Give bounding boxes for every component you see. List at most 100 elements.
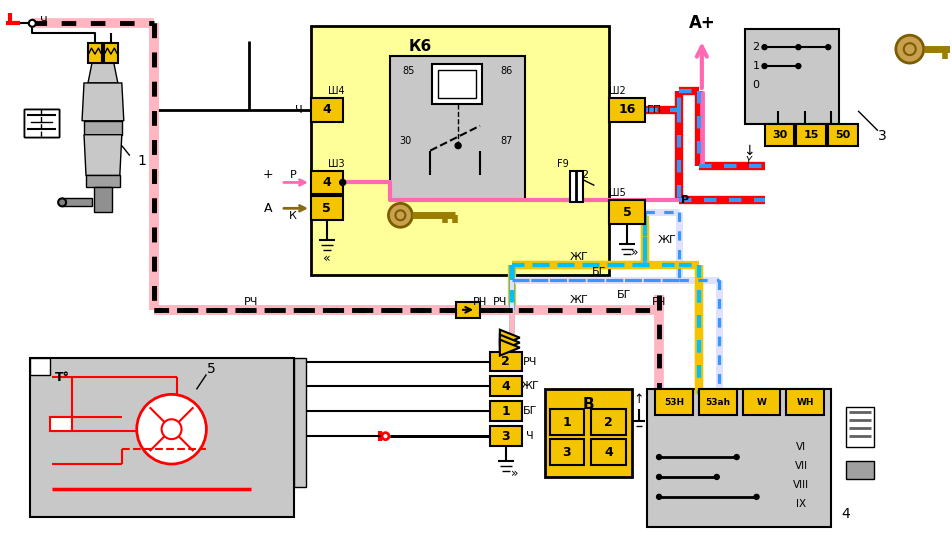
Text: К6: К6 — [408, 39, 432, 54]
Text: F9: F9 — [557, 158, 568, 169]
Text: Ч: Ч — [526, 431, 533, 441]
Bar — [456, 302, 480, 318]
Text: А: А — [264, 202, 272, 215]
Circle shape — [29, 20, 36, 27]
Text: VI: VI — [796, 442, 806, 452]
Text: РЧ: РЧ — [473, 297, 487, 307]
Text: 5: 5 — [207, 362, 216, 376]
Text: VIII: VIII — [793, 480, 809, 490]
Bar — [311, 98, 343, 122]
Bar — [609, 200, 645, 224]
Bar — [311, 170, 343, 194]
Text: ГП: ГП — [646, 105, 662, 115]
Bar — [545, 390, 632, 477]
Circle shape — [137, 394, 207, 464]
Circle shape — [714, 474, 720, 479]
Bar — [647, 390, 831, 527]
Text: 15: 15 — [803, 129, 819, 140]
Text: +: + — [263, 168, 273, 181]
Circle shape — [382, 432, 389, 440]
Text: РЧ: РЧ — [523, 356, 537, 367]
Circle shape — [657, 474, 662, 479]
Circle shape — [657, 455, 662, 460]
Bar — [655, 390, 693, 415]
Bar — [569, 170, 584, 202]
Bar — [743, 390, 781, 415]
Text: Ш3: Ш3 — [327, 158, 345, 169]
Text: 3: 3 — [878, 129, 886, 143]
Text: РЧ: РЧ — [244, 297, 258, 307]
Bar — [311, 196, 343, 220]
Circle shape — [903, 43, 916, 55]
Bar — [432, 64, 482, 104]
Text: ЖГ: ЖГ — [521, 381, 539, 392]
Bar — [25, 109, 59, 137]
Bar — [30, 357, 50, 375]
Bar — [62, 199, 92, 206]
Text: 53Н: 53Н — [664, 398, 684, 407]
Bar — [549, 439, 585, 465]
Text: К: К — [289, 211, 297, 221]
Text: Ш5: Ш5 — [609, 188, 626, 199]
Circle shape — [754, 494, 759, 499]
Polygon shape — [82, 83, 124, 121]
Text: 87: 87 — [501, 135, 513, 146]
Bar — [490, 376, 522, 397]
Circle shape — [340, 180, 346, 186]
Bar — [490, 426, 522, 446]
Text: ↑: ↑ — [634, 393, 645, 406]
Text: 2: 2 — [753, 42, 760, 52]
Text: 1: 1 — [563, 416, 571, 429]
Bar — [549, 409, 585, 435]
Text: Y: Y — [745, 156, 751, 165]
Text: 5: 5 — [623, 206, 631, 219]
Bar — [591, 439, 626, 465]
Circle shape — [58, 199, 66, 206]
Text: 53аh: 53аh — [705, 398, 730, 407]
Bar — [94, 188, 112, 212]
Text: 1: 1 — [753, 61, 760, 71]
Text: ↓: ↓ — [743, 144, 754, 158]
Text: 4: 4 — [323, 103, 331, 116]
Bar — [846, 407, 874, 447]
Text: Ш4: Ш4 — [327, 86, 345, 96]
Bar — [294, 357, 306, 487]
Circle shape — [734, 455, 739, 460]
Text: 4: 4 — [502, 380, 510, 393]
Text: 30: 30 — [399, 135, 411, 146]
Bar — [311, 26, 609, 275]
Bar — [390, 56, 525, 200]
Bar — [84, 121, 122, 135]
Circle shape — [896, 35, 923, 63]
Polygon shape — [500, 339, 520, 356]
Text: 3: 3 — [502, 430, 510, 443]
Circle shape — [657, 494, 662, 499]
Text: 1: 1 — [137, 153, 147, 168]
Bar — [88, 43, 102, 63]
Bar — [25, 109, 59, 137]
Text: Р: Р — [681, 195, 689, 206]
Text: 2: 2 — [604, 416, 613, 429]
Text: T°: T° — [54, 371, 69, 384]
Text: 30: 30 — [772, 129, 787, 140]
Text: Ч: Ч — [40, 16, 48, 26]
Text: 4: 4 — [604, 446, 613, 459]
Bar — [609, 98, 645, 122]
Text: 2: 2 — [581, 170, 588, 181]
Bar — [30, 357, 294, 517]
Text: »: » — [511, 466, 519, 479]
Bar — [699, 390, 737, 415]
Text: 2: 2 — [502, 355, 510, 368]
Bar — [846, 461, 874, 479]
Text: РЧ: РЧ — [493, 297, 507, 307]
Circle shape — [796, 45, 801, 50]
Bar — [25, 109, 59, 137]
Text: БГ: БГ — [523, 406, 537, 416]
Bar — [490, 401, 522, 421]
Circle shape — [162, 419, 182, 439]
Text: «: « — [323, 251, 330, 264]
Text: ЖГ: ЖГ — [570, 252, 589, 262]
Circle shape — [762, 64, 767, 69]
Text: 5: 5 — [323, 202, 331, 215]
Text: Ч: Ч — [295, 105, 303, 115]
